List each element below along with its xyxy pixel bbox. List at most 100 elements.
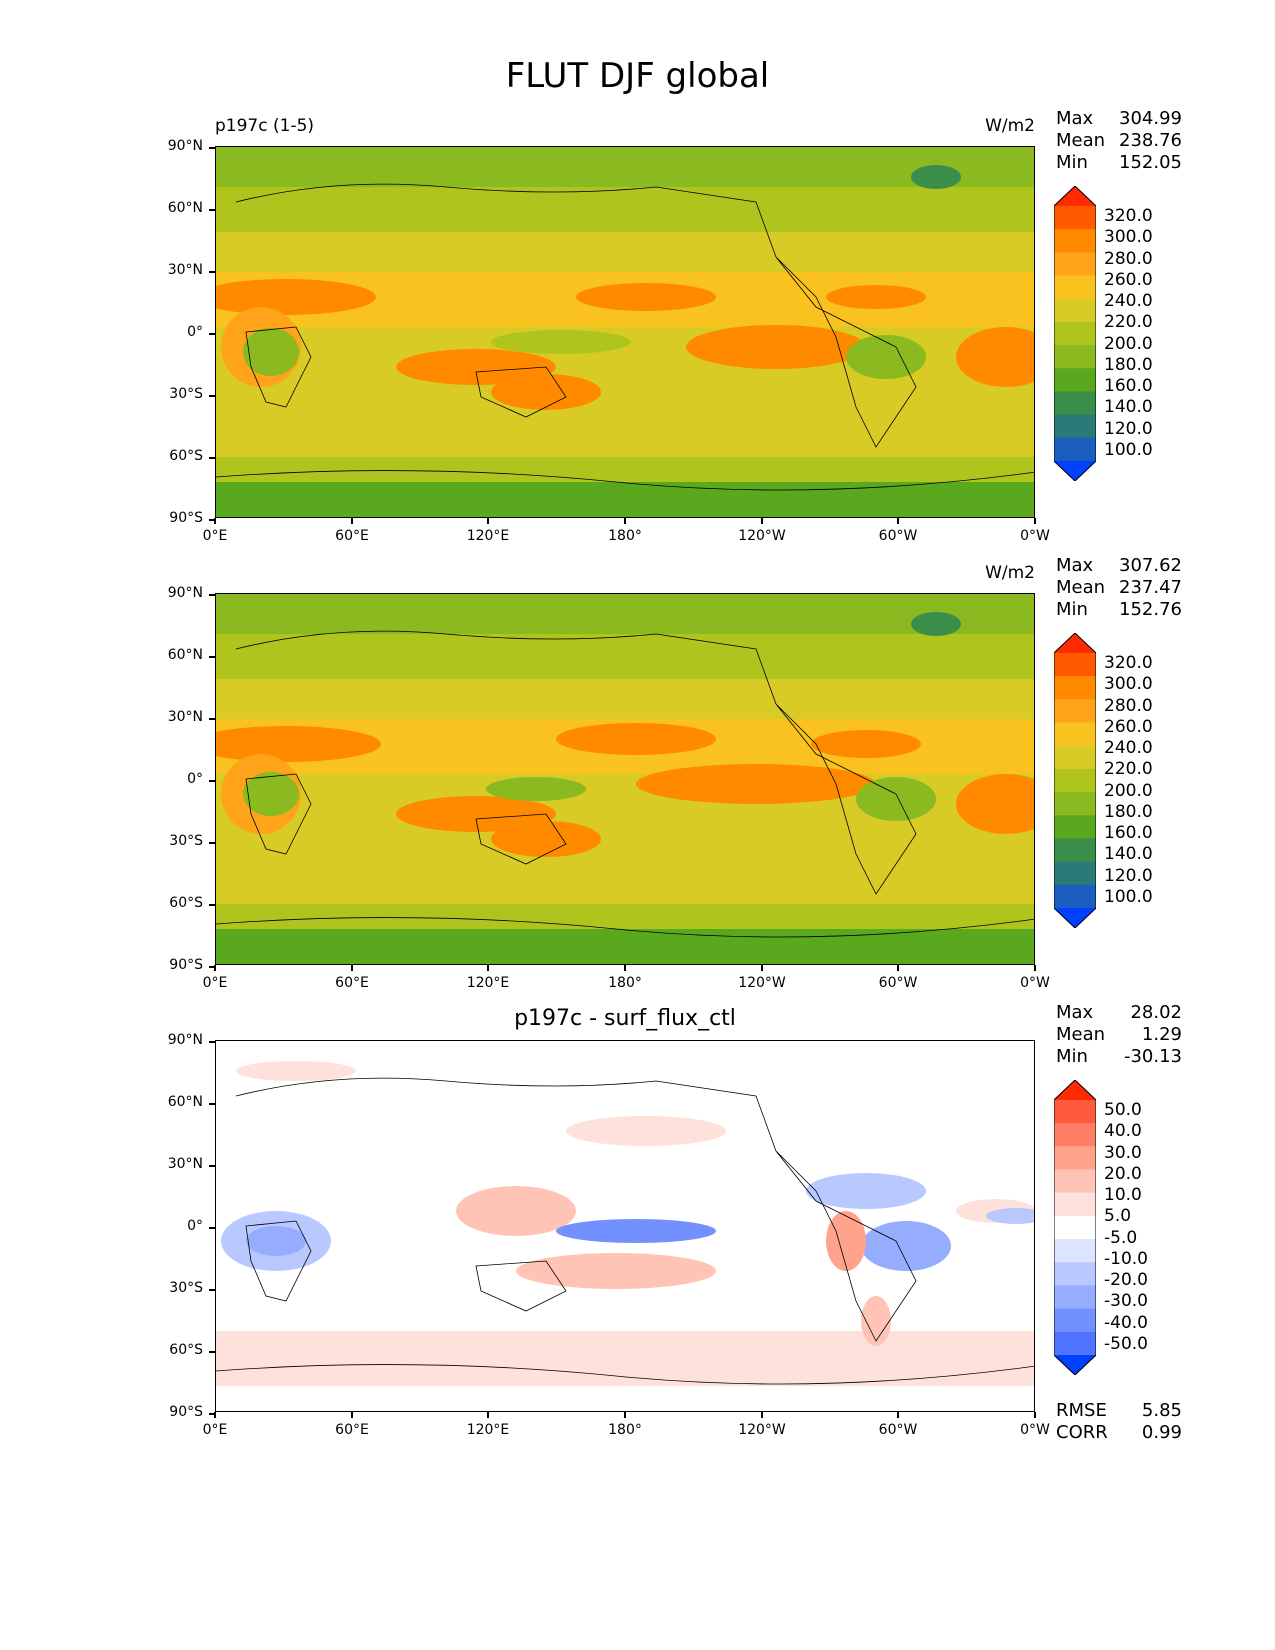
- map-plot-area: [215, 146, 1035, 518]
- lon-tick-label: 0°W: [995, 518, 1075, 544]
- lon-tick-label: 60°E: [312, 965, 392, 991]
- colorbar-band: [1054, 745, 1096, 770]
- error-stats: RMSE 5.85 CORR 0.99: [1056, 1400, 1182, 1443]
- colorbar-tick-label: 120.0: [1104, 865, 1153, 886]
- colorbar-tick-label: 50.0: [1104, 1100, 1142, 1120]
- colorbar-tick-label: -20.0: [1104, 1270, 1148, 1290]
- colorbar-tick-label: 10.0: [1104, 1185, 1142, 1205]
- colorbar-band: [1054, 1285, 1096, 1310]
- colorbar-tick-label: 260.0: [1104, 716, 1153, 737]
- colorbar-tick-label: 220.0: [1104, 312, 1153, 333]
- colorbar-band: [1054, 722, 1096, 747]
- panel-diff-title: p197c - surf_flux_ctl: [514, 1006, 736, 1031]
- colorbar-tick-label: 240.0: [1104, 291, 1153, 311]
- colorbar-extend-max: [1054, 186, 1096, 206]
- lat-tick-label: 90°S: [143, 510, 215, 526]
- colorbar-band: [1054, 321, 1096, 346]
- colorbar-extend-min: [1054, 908, 1096, 928]
- field-stats: Max 304.99 Mean 238.76 Min 152.05: [1056, 108, 1182, 173]
- map-panel-3: p197c - surf_flux_ctl 90°N 60°N 30°N 0° …: [0, 1002, 1275, 1500]
- colorbar-band: [1054, 1308, 1096, 1333]
- colorbar-band: [1054, 884, 1096, 909]
- map-field: [216, 147, 1034, 517]
- lat-tick-label: 30°N: [143, 1156, 215, 1172]
- map-field: [216, 594, 1034, 964]
- colorbar-labels: 320.0 300.0 280.0 260.0 240.0 220.0 200.0 180.0…: [1104, 206, 1153, 461]
- lon-tick-label: 180°: [585, 518, 665, 544]
- lat-tick-label: 0°: [143, 1218, 215, 1234]
- lat-tick-label: 30°N: [143, 709, 215, 725]
- lon-tick-label: 120°E: [448, 518, 528, 544]
- lon-tick-label: 60°W: [858, 518, 938, 544]
- colorbar-tick-label: -5.0: [1104, 1227, 1138, 1248]
- lon-tick-label: 180°: [585, 1412, 665, 1438]
- lon-tick-label: 120°W: [722, 965, 802, 991]
- colorbar-tick-label: 140.0: [1104, 844, 1153, 865]
- panel-units: W/m2: [985, 116, 1035, 136]
- colorbar-band: [1054, 676, 1096, 700]
- lon-tick-label: 60°W: [858, 1412, 938, 1438]
- colorbar-labels: 320.0 300.0 280.0 260.0 240.0 220.0 200.0 180.0…: [1104, 653, 1153, 908]
- lat-tick-label: 60°N: [143, 200, 215, 216]
- colorbar-extend-max: [1054, 1080, 1096, 1100]
- lat-tick-label: 0°: [143, 324, 215, 340]
- colorbar-tick-label: 220.0: [1104, 759, 1153, 780]
- colorbar-tick-label: -30.0: [1104, 1291, 1148, 1312]
- colorbar-tick-label: 20.0: [1104, 1163, 1142, 1184]
- colorbar-band: [1054, 252, 1096, 277]
- lon-tick-label: 120°W: [722, 1412, 802, 1438]
- colorbar-band: [1054, 345, 1096, 369]
- field-stats: Max 28.02 Mean 1.29 Min -30.13: [1056, 1002, 1182, 1067]
- colorbar-tick-label: 240.0: [1104, 738, 1153, 758]
- colorbar-tick-label: 300.0: [1104, 227, 1153, 248]
- lat-tick-label: 90°N: [143, 1032, 215, 1048]
- lon-tick-label: 60°E: [312, 518, 392, 544]
- colorbar-tick-label: 160.0: [1104, 823, 1153, 843]
- colorbar-tick-label: 140.0: [1104, 397, 1153, 418]
- lon-tick-label: 0°E: [175, 518, 255, 544]
- lon-tick-label: 60°E: [312, 1412, 392, 1438]
- colorbar-tick-label: 30.0: [1104, 1142, 1142, 1163]
- lat-tick-label: 60°S: [143, 895, 215, 911]
- lon-tick-label: 0°W: [995, 965, 1075, 991]
- colorbar-band: [1054, 653, 1096, 677]
- lat-tick-label: 90°S: [143, 1404, 215, 1420]
- colorbar-band: [1054, 1262, 1096, 1286]
- field-stats: Max 307.62 Mean 237.47 Min 152.76: [1056, 555, 1182, 620]
- colorbar-band: [1054, 275, 1096, 300]
- lat-tick-label: 30°S: [143, 833, 215, 849]
- lon-tick-label: 120°E: [448, 1412, 528, 1438]
- colorbar-tick-label: 40.0: [1104, 1121, 1142, 1142]
- colorbar-band: [1054, 229, 1096, 253]
- colorbar-tick-label: 260.0: [1104, 269, 1153, 290]
- colorbar-band: [1054, 792, 1096, 816]
- colorbar-band: [1054, 414, 1096, 439]
- lon-tick-label: 180°: [585, 965, 665, 991]
- lon-tick-label: 0°W: [995, 1412, 1075, 1438]
- colorbar-tick-label: 280.0: [1104, 248, 1153, 269]
- colorbar-tick-label: 320.0: [1104, 653, 1153, 673]
- colorbar-band: [1054, 206, 1096, 230]
- lon-tick-label: 0°E: [175, 1412, 255, 1438]
- lon-tick-label: 120°E: [448, 965, 528, 991]
- lat-tick-label: 60°S: [143, 1342, 215, 1358]
- lon-tick-label: 0°E: [175, 965, 255, 991]
- colorbar-band: [1054, 1123, 1096, 1147]
- colorbar-extend-max: [1054, 633, 1096, 653]
- lat-tick-label: 90°N: [143, 138, 215, 154]
- lat-tick-label: 90°S: [143, 957, 215, 973]
- colorbar-band: [1054, 1146, 1096, 1171]
- lat-tick-label: 0°: [143, 771, 215, 787]
- lat-tick-label: 60°S: [143, 448, 215, 464]
- colorbar-band: [1054, 1169, 1096, 1194]
- colorbar-labels: 50.0 40.0 30.0 20.0 10.0 5.0 -5.0 -10.0 -20.0 -30…: [1104, 1100, 1148, 1355]
- colorbar: [1054, 1080, 1096, 1375]
- map-field: [216, 1041, 1034, 1411]
- colorbar-tick-label: 200.0: [1104, 333, 1153, 354]
- lat-tick-label: 30°N: [143, 262, 215, 278]
- colorbar-extend-min: [1054, 1355, 1096, 1375]
- lat-tick-label: 30°S: [143, 1280, 215, 1296]
- colorbar-band: [1054, 1331, 1096, 1356]
- colorbar-tick-label: -10.0: [1104, 1248, 1148, 1269]
- panel-units: W/m2: [985, 563, 1035, 583]
